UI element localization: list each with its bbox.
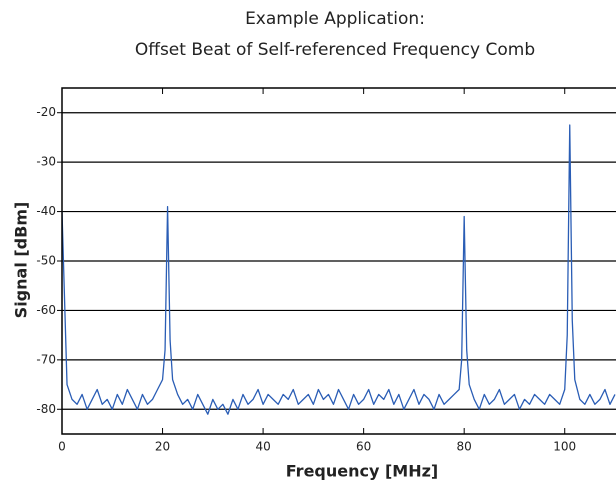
y-tick-label: -40 — [36, 204, 56, 218]
y-tick-label: -60 — [36, 303, 56, 317]
x-tick-label: 0 — [58, 440, 66, 454]
x-axis-label: Frequency [MHz] — [286, 462, 438, 481]
y-tick-label: -30 — [36, 155, 56, 169]
x-tick-label: 40 — [255, 440, 270, 454]
y-tick-label: -50 — [36, 254, 56, 268]
chart-subtitle: Offset Beat of Self-referenced Frequency… — [135, 40, 535, 60]
chart-title: Example Application: — [245, 9, 425, 29]
x-tick-label: 80 — [457, 440, 472, 454]
plot-area — [62, 124, 616, 415]
y-axis-label: Signal [dBm] — [12, 202, 31, 319]
y-tick-label: -70 — [36, 352, 56, 366]
x-tick-label: 100 — [553, 440, 576, 454]
x-tick-label: 60 — [356, 440, 371, 454]
y-tick-label: -80 — [36, 402, 56, 416]
spectrum-line — [62, 124, 616, 415]
grid — [62, 112, 616, 410]
y-tick-label: -20 — [36, 105, 56, 119]
x-tick-label: 20 — [155, 440, 170, 454]
